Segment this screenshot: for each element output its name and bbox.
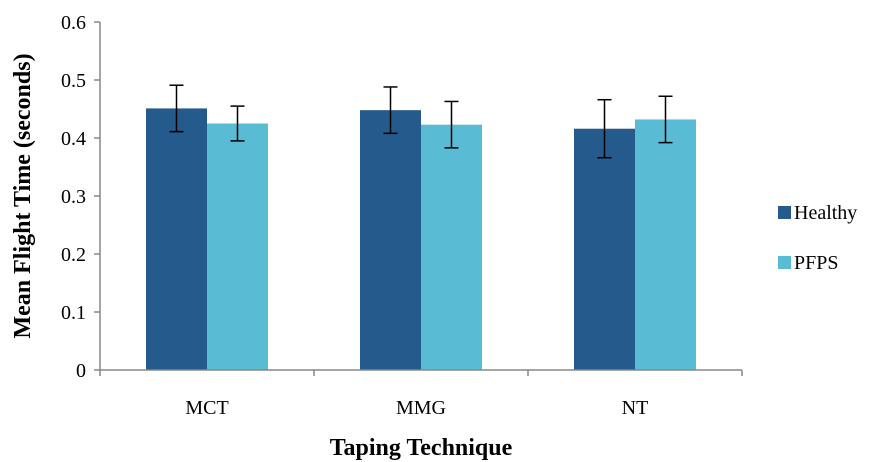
bar-pfps-mct bbox=[207, 123, 268, 370]
y-tick-label: 0.5 bbox=[61, 70, 86, 92]
bar-healthy-nt bbox=[574, 128, 635, 370]
legend-label-pfps: PFPS bbox=[794, 252, 839, 274]
axes-layer bbox=[94, 21, 743, 376]
y-tick-label: 0.3 bbox=[61, 186, 86, 208]
y-tick-label: 0.2 bbox=[61, 244, 86, 266]
bar-pfps-mmg bbox=[421, 124, 482, 370]
y-axis-title: Mean Flight Time (seconds) bbox=[10, 53, 36, 338]
legend-swatch-healthy bbox=[778, 206, 791, 219]
x-axis-title: Taping Technique bbox=[330, 435, 513, 461]
x-tick-label: NT bbox=[622, 397, 649, 419]
y-tick-label: 0.4 bbox=[61, 128, 86, 150]
y-tick-label: 0.1 bbox=[61, 302, 86, 324]
y-tick-label: 0 bbox=[76, 360, 86, 382]
bar-healthy-mct bbox=[146, 108, 207, 371]
legend-label-healthy: Healthy bbox=[794, 202, 857, 224]
x-tick-label: MCT bbox=[185, 397, 228, 419]
legend: Healthy PFPS bbox=[778, 202, 857, 274]
bar-healthy-mmg bbox=[360, 110, 421, 370]
x-tick-label: MMG bbox=[396, 397, 446, 419]
y-tick-labels: 0 0.1 0.2 0.3 0.4 0.5 0.6 bbox=[61, 12, 86, 382]
bar-pfps-nt bbox=[635, 119, 696, 370]
x-tick-labels: MCT MMG NT bbox=[185, 397, 648, 419]
y-tick-label: 0.6 bbox=[61, 12, 86, 34]
legend-swatch-pfps bbox=[778, 256, 791, 269]
bars-layer bbox=[146, 108, 696, 371]
error-bars-layer bbox=[169, 84, 673, 159]
